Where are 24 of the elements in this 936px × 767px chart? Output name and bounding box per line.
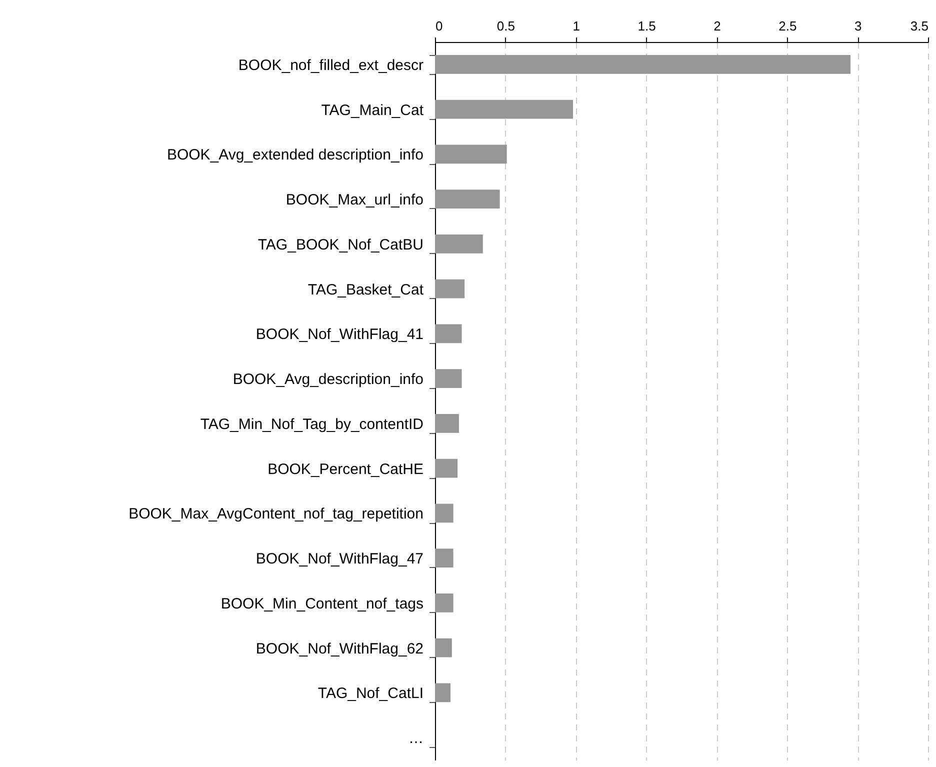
y-tick-label: … (408, 730, 424, 748)
y-tick-label: BOOK_Nof_WithFlag_41 (256, 326, 424, 344)
y-tick-label: BOOK_Avg_description_info (232, 371, 424, 388)
y-tick-label: TAG_Main_Cat (321, 102, 424, 119)
y-tick-label: TAG_Basket_Cat (308, 281, 424, 298)
y-tick-label: BOOK_nof_filled_ext_descr (238, 56, 424, 74)
y-tick-label: TAG_Min_Nof_Tag_by_contentID (200, 416, 424, 433)
y-tick-label: BOOK_Max_url_info (286, 192, 424, 209)
x-tick-label: 2.5 (778, 18, 797, 34)
y-tick-label: TAG_BOOK_Nof_CatBU (258, 236, 424, 254)
y-tick-label: BOOK_Percent_CatHE (268, 460, 424, 478)
x-tick-label: 0.5 (496, 18, 515, 34)
x-tick-label: 1 (572, 18, 580, 34)
x-tick-label: 0 (436, 18, 443, 34)
x-tick-label: 2 (714, 18, 721, 34)
y-tick-label: BOOK_Max_AvgContent_nof_tag_repetition (128, 506, 424, 523)
y-tick-label: BOOK_Nof_WithFlag_62 (256, 640, 424, 658)
x-tick-label: 3 (854, 18, 862, 34)
y-tick-label: BOOK_Avg_extended description_info (166, 146, 424, 164)
y-tick-label: TAG_Nof_CatLI (318, 685, 424, 702)
x-tick-label: 1.5 (638, 18, 656, 34)
x-tick-label: 3.5 (910, 18, 928, 34)
y-tick-label: BOOK_Min_Content_nof_tags (220, 595, 424, 612)
y-tick-label: BOOK_Nof_WithFlag_47 (256, 550, 424, 568)
